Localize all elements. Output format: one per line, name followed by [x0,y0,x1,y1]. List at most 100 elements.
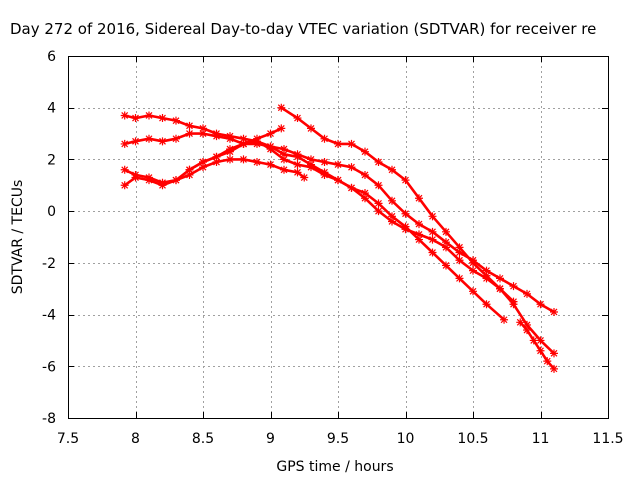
data-point [120,181,129,190]
data-point [388,165,396,174]
data-point [320,158,329,167]
data-point [277,124,286,133]
data-point [374,181,383,190]
data-point [239,139,248,148]
x-tick-label: 11.5 [592,431,623,447]
data-point [266,142,275,151]
series-track-7 [516,318,558,373]
data-point [543,357,552,366]
x-tick-label: 8.5 [192,431,214,447]
data-point [307,155,315,164]
data-point [455,274,464,283]
data-point [199,158,207,167]
data-point [482,266,491,275]
series-track-6 [277,103,518,306]
data-point [172,116,180,125]
data-point [131,137,140,146]
y-axis-ticks: 6 4 2 0 -2 -4 -6 -8 [42,49,608,427]
data-point [428,212,437,221]
data-point [131,114,140,123]
data-point [172,176,180,185]
data-point [158,181,167,190]
y-tick-label: 2 [47,152,56,168]
grid [68,56,608,418]
data-point [442,243,450,252]
data-point [280,155,288,164]
data-point [277,103,286,112]
series-line [123,114,506,322]
data-point [415,220,423,229]
data-point [442,227,450,236]
data-point [212,152,221,161]
y-tick-label: -2 [42,256,56,272]
data-point [509,297,518,306]
data-point [226,145,234,154]
y-axis-label: SDTVAR / TECUs [10,180,26,295]
data-point [482,300,491,309]
data-point [253,158,261,167]
data-point [401,225,410,234]
data-point [388,212,396,221]
data-point [212,132,221,141]
data-point [469,258,477,267]
data-point [334,139,342,148]
data-point [158,114,167,123]
data-point [374,158,383,167]
data-point [455,243,464,252]
data-point [469,266,477,275]
data-point [199,129,207,138]
series-track-1 [120,111,509,324]
data-point [536,346,545,355]
data-point [482,271,491,280]
data-point [266,129,275,138]
data-point [361,194,369,203]
data-point [280,150,288,159]
data-point [361,170,369,179]
data-point [550,349,558,358]
data-point [415,194,423,203]
data-point [516,318,525,327]
data-point [442,238,450,247]
data-point [185,129,194,138]
data-point [347,163,356,172]
data-point [172,134,180,143]
series-line [123,158,306,184]
data-point [145,134,153,143]
data-point [361,147,369,156]
series-track-5 [185,124,286,174]
data-point [120,139,129,148]
data-point [469,287,477,296]
data-point [529,336,538,345]
x-tick-label: 9.5 [327,431,349,447]
data-point [455,248,464,257]
data-point [120,111,129,120]
data-point [199,163,207,172]
series-track-2 [120,129,558,316]
data-point [266,160,275,169]
data-point [401,209,410,218]
y-tick-label: 4 [47,101,56,117]
data-point [523,320,531,329]
data-point [293,160,302,169]
data-point [374,199,383,208]
series-line [188,127,283,172]
data-point [239,134,248,143]
data-point [226,134,234,143]
y-tick-label: 0 [47,204,56,220]
data-point [307,160,315,169]
data-point [320,134,329,143]
data-point [374,207,383,216]
data-point [401,176,410,185]
x-tick-label: 10 [397,431,415,447]
data-point [550,364,558,373]
x-axis-ticks: 7.5 8 8.5 9 9.5 10 10.5 11 11.5 [57,56,624,447]
data-series [120,103,558,373]
data-point [523,289,531,298]
x-tick-label: 11 [532,431,550,447]
data-point [131,173,140,182]
y-tick-label: -4 [42,308,56,324]
data-point [226,155,234,164]
series-line [518,320,556,371]
chart-title: Day 272 of 2016, Sidereal Day-to-day VTE… [10,20,596,38]
